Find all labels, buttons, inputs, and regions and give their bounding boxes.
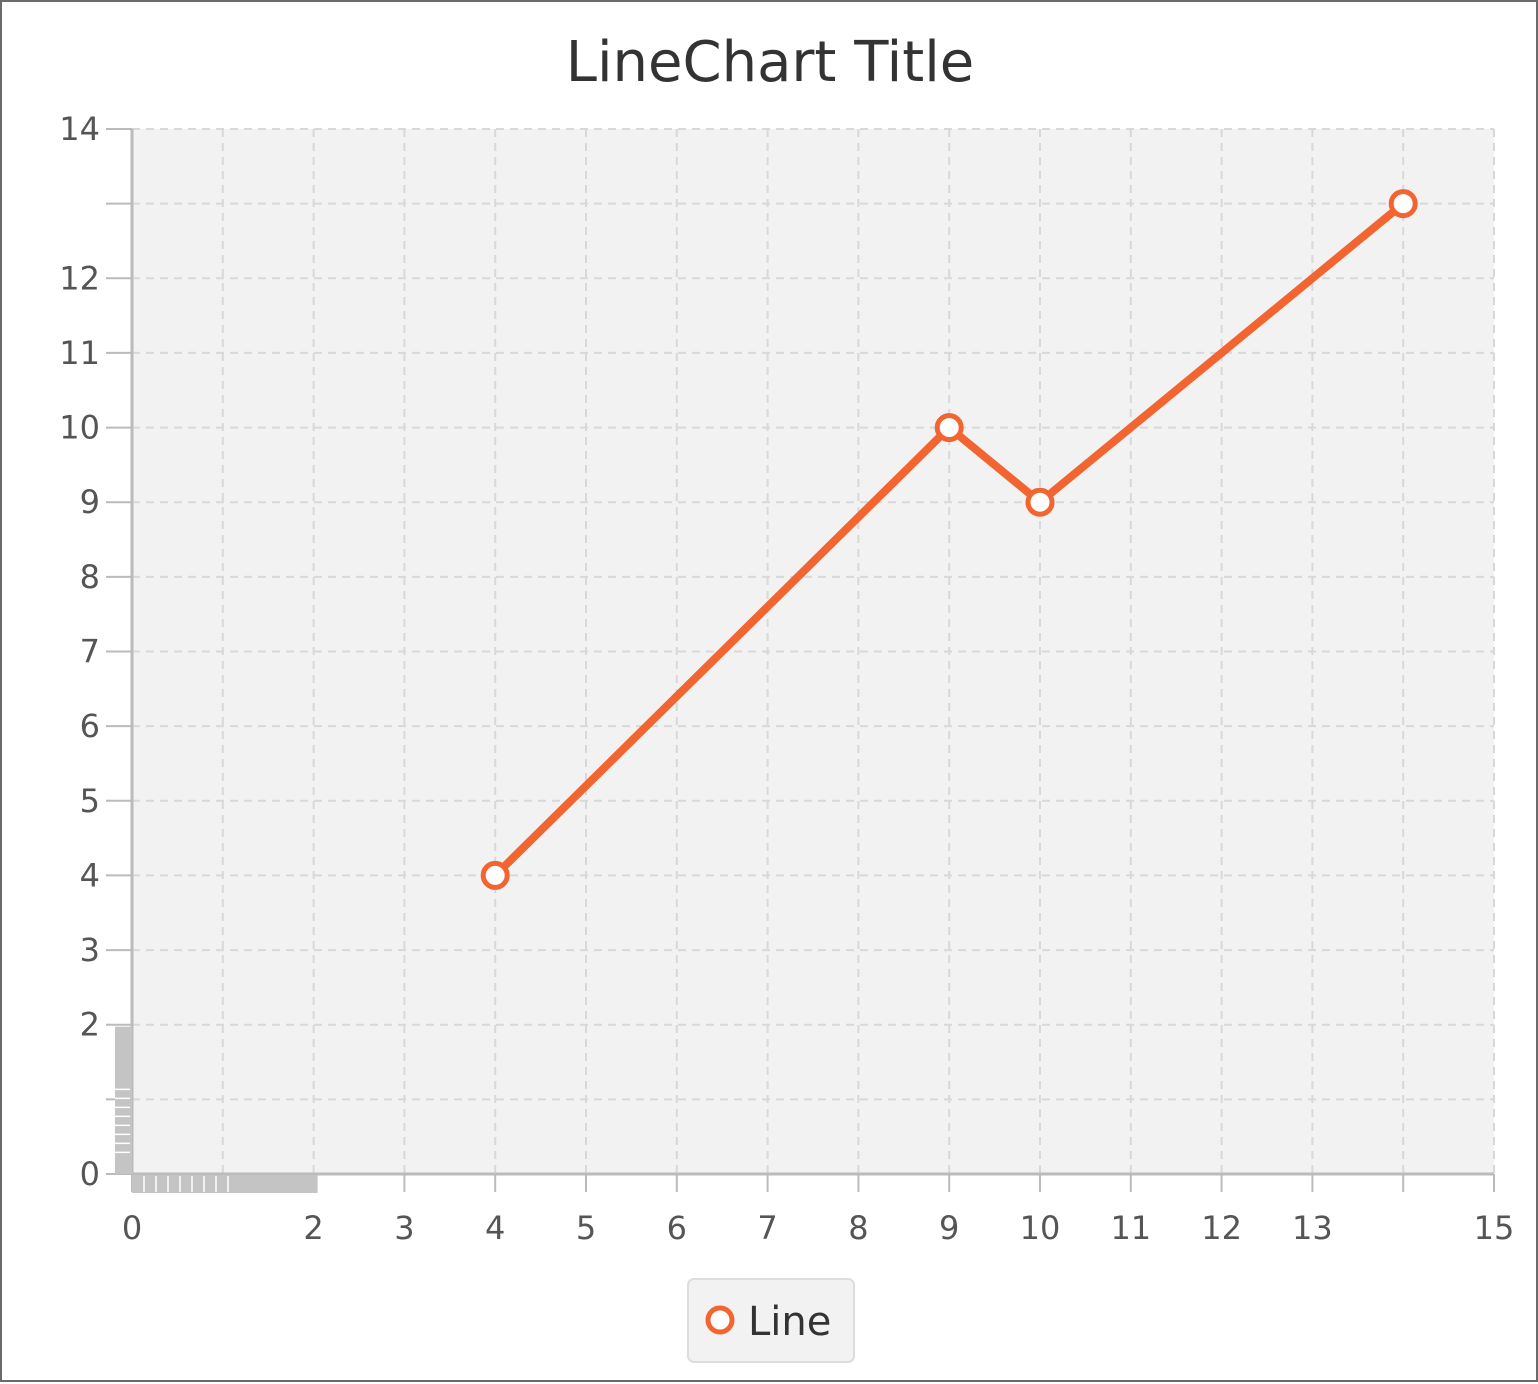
y-tick-label: 9: [80, 483, 100, 521]
data-point: [480, 860, 510, 890]
data-point: [934, 413, 964, 443]
x-tick-label: 0: [122, 1209, 142, 1247]
x-tick-label: 11: [1110, 1209, 1151, 1247]
data-point: [1388, 189, 1418, 219]
grid-lines: [132, 128, 1495, 1174]
chart-title: LineChart Title: [566, 30, 974, 95]
y-axis-scroll-track: [115, 1026, 132, 1174]
series-layer: [480, 189, 1418, 890]
y-tick-label: 3: [80, 931, 100, 969]
x-tick-label: 2: [303, 1209, 323, 1247]
y-tick-label: 14: [59, 110, 100, 148]
y-tick-label: 11: [59, 334, 100, 372]
plot-area: [132, 129, 1494, 1174]
y-tick-label: 2: [80, 1006, 100, 1044]
legend-box: [687, 1278, 855, 1363]
y-tick-label: 5: [80, 782, 100, 820]
legend[interactable]: Line: [687, 1278, 855, 1363]
series-line: [491, 199, 1408, 880]
x-tick-label: 7: [757, 1209, 777, 1247]
x-tick-label: 10: [1020, 1209, 1061, 1247]
y-tick-label: 0: [80, 1155, 100, 1193]
x-tick-label: 13: [1292, 1209, 1333, 1247]
y-tick-label: 4: [80, 856, 100, 894]
data-point: [1025, 487, 1055, 517]
x-tick-label: 12: [1201, 1209, 1242, 1247]
x-tick-label: 15: [1474, 1209, 1515, 1247]
tick-labels: 0 2 3 4 5 6 7 8 9 10 11 12 13 15 0 2 3 4 5 6 7 8 9 10 11 12 14: [59, 110, 1514, 1247]
axes: [106, 128, 1495, 1193]
x-tick-label: 5: [576, 1209, 596, 1247]
x-tick-label: 8: [848, 1209, 868, 1247]
y-tick-label: 8: [80, 558, 100, 596]
x-tick-label: 9: [939, 1209, 959, 1247]
y-tick-label: 12: [59, 259, 100, 297]
x-axis-scroll-track: [132, 1175, 318, 1193]
x-tick-label: 3: [394, 1209, 414, 1247]
legend-label: Line: [748, 1299, 831, 1345]
y-tick-label: 7: [80, 633, 100, 671]
legend-marker-icon: [705, 1305, 735, 1335]
x-tick-label: 4: [485, 1209, 505, 1247]
y-tick-label: 10: [59, 409, 100, 447]
x-tick-label: 6: [667, 1209, 687, 1247]
y-tick-label: 6: [80, 707, 100, 745]
